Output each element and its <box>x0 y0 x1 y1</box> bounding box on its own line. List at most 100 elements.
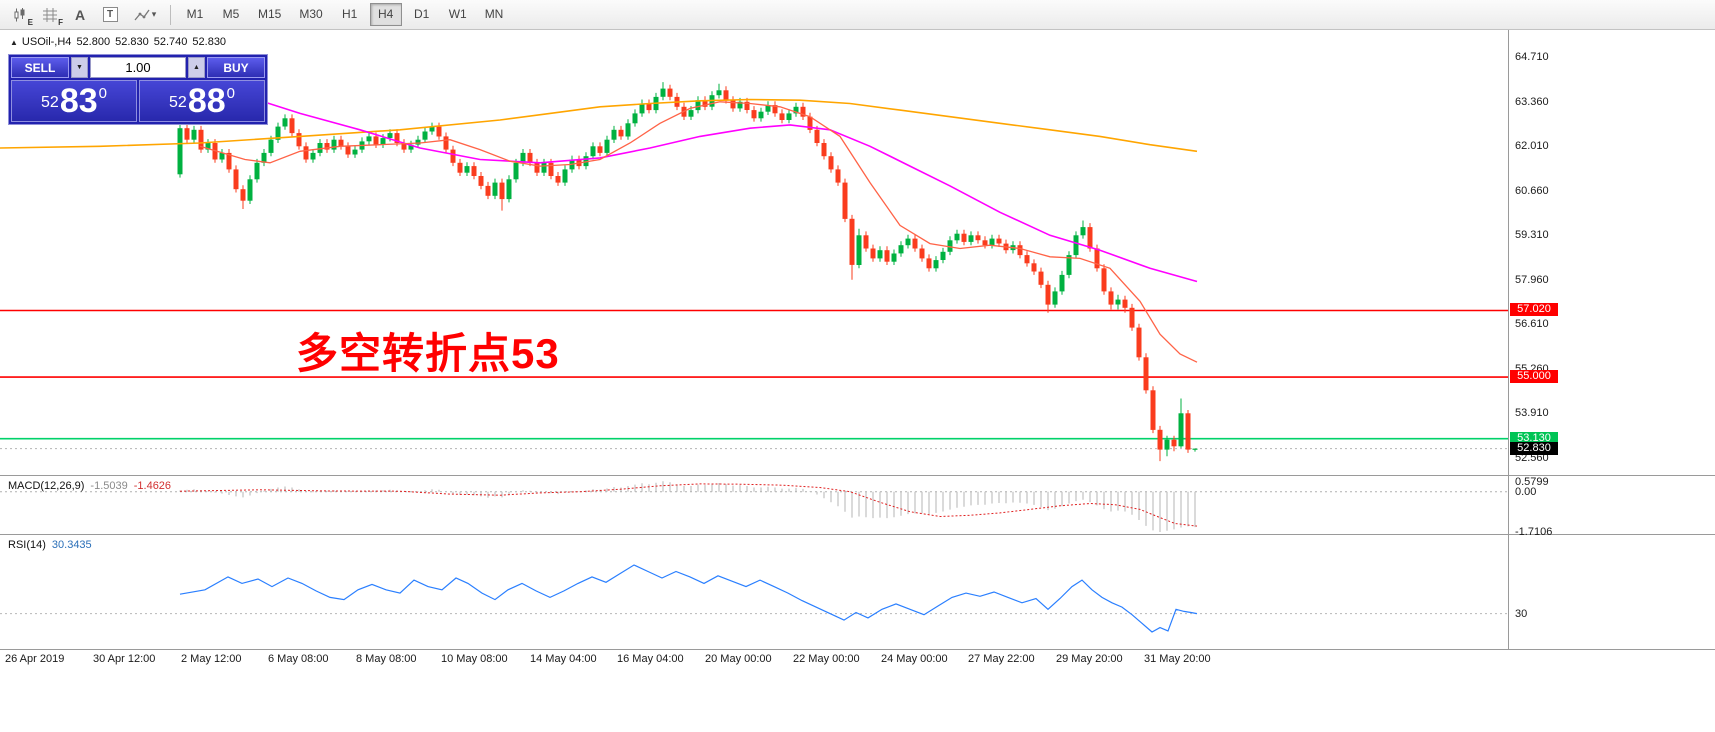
price-tick-label: 52.560 <box>1515 452 1549 464</box>
candle-body <box>786 113 792 120</box>
buy-price-main: 88 <box>187 82 226 120</box>
candle-body <box>646 103 652 111</box>
timeframe-button-D1[interactable]: D1 <box>414 7 430 21</box>
candle-body <box>254 162 260 180</box>
timeframe-button-M30[interactable]: M30 <box>299 7 323 21</box>
candle-body <box>772 105 778 114</box>
timeframe-button-MN[interactable]: MN <box>484 7 504 21</box>
candle-body <box>1038 271 1044 285</box>
draw-tools-icon[interactable]: ▾ <box>126 3 164 27</box>
candle-body <box>177 128 183 175</box>
time-label: 29 May 20:00 <box>1056 653 1123 665</box>
candle-body <box>562 169 568 183</box>
candle-body <box>555 176 561 183</box>
candle-body <box>422 131 428 140</box>
candle-body <box>821 143 827 157</box>
sell-button[interactable]: SELL <box>11 57 69 78</box>
ma-mid-magenta <box>242 94 1198 283</box>
one-click-trading-panel: SELL ▼ 1.00 ▲ BUY 52 83 0 52 88 0 <box>8 54 268 125</box>
candle-body <box>639 103 645 114</box>
candlestick-chart-icon[interactable]: E <box>6 3 34 27</box>
candles-glyph <box>14 7 25 21</box>
candle-body <box>891 253 897 262</box>
price-tick-label: 59.310 <box>1515 229 1549 241</box>
volume-input[interactable]: 1.00 <box>90 57 186 78</box>
candle-body <box>926 258 932 269</box>
volume-up-icon[interactable]: ▲ <box>188 57 205 78</box>
candle-body <box>625 123 631 137</box>
price-level-label: 55.000 <box>1510 370 1558 383</box>
macd-axis-label: -1.7106 <box>1515 526 1553 538</box>
candle-body <box>324 143 330 150</box>
timeframe-button-M15[interactable]: M15 <box>258 7 282 21</box>
buy-price-display[interactable]: 52 88 0 <box>139 80 265 122</box>
volume-dropdown-icon[interactable]: ▼ <box>71 57 88 78</box>
rsi-line <box>179 564 1198 633</box>
candle-body <box>863 235 869 249</box>
buy-button[interactable]: BUY <box>207 57 265 78</box>
grid-glyph <box>43 7 57 22</box>
candle-body <box>310 152 316 160</box>
time-label: 20 May 00:00 <box>705 653 772 665</box>
collapse-panel-icon[interactable]: ▲ <box>10 38 18 47</box>
candle-body <box>380 138 386 145</box>
candle-body <box>205 143 211 150</box>
candle-body <box>968 235 974 242</box>
candle-body <box>415 139 421 145</box>
candle-body <box>1192 448 1198 450</box>
ohlc-low: 52.740 <box>153 36 188 48</box>
chart-annotation-text: 多空转折点53 <box>296 330 560 377</box>
rsi-value: 30.3435 <box>51 539 92 551</box>
candle-body <box>583 156 589 167</box>
indicator-grid-icon[interactable]: F <box>36 3 64 27</box>
candle-body <box>506 179 512 200</box>
candle-body <box>1066 255 1072 275</box>
candle-body <box>352 149 358 155</box>
icon-sub-label: E <box>27 17 33 27</box>
candle-body <box>870 248 876 259</box>
text-box-icon[interactable]: T <box>96 3 124 27</box>
candle-body <box>1031 263 1037 272</box>
price-axis[interactable]: 64.710 63.360 62.010 60.660 59.310 57.960 56.6… <box>1509 30 1715 650</box>
candle-body <box>373 136 379 145</box>
price-tick-label: 53.910 <box>1515 407 1549 419</box>
trade-panel-controls: SELL ▼ 1.00 ▲ BUY <box>11 57 265 78</box>
timeframe-button-M5[interactable]: M5 <box>222 7 240 21</box>
candle-body <box>1171 439 1177 447</box>
timeframe-button-H4[interactable]: H4 <box>369 3 402 26</box>
candle-body <box>660 88 666 97</box>
toolbar-separator <box>170 4 171 25</box>
candle-body <box>513 162 519 180</box>
candle-body <box>1136 327 1142 358</box>
timeframe-button-W1[interactable]: W1 <box>448 7 467 21</box>
sell-price-main: 83 <box>59 82 98 120</box>
candle-body <box>618 129 624 137</box>
candle-body <box>191 129 197 140</box>
time-label: 8 May 08:00 <box>356 653 417 665</box>
time-axis[interactable]: 26 Apr 2019 30 Apr 12:00 2 May 12:00 6 May … <box>0 650 1715 670</box>
timeframe-button-M1[interactable]: M1 <box>186 7 204 21</box>
candle-body <box>1122 299 1128 308</box>
candle-body <box>961 233 967 242</box>
time-label: 31 May 20:00 <box>1144 653 1211 665</box>
sell-price-sup: 0 <box>98 85 107 102</box>
price-tick-label: 57.960 <box>1515 274 1549 286</box>
candle-body <box>527 152 533 163</box>
candle-body <box>429 126 435 132</box>
candle-body <box>401 143 407 150</box>
time-label: 10 May 08:00 <box>441 653 508 665</box>
price-tick-label: 62.010 <box>1515 140 1549 152</box>
price-tick-label: 56.610 <box>1515 318 1549 330</box>
candle-body <box>338 139 344 147</box>
sell-price-prefix: 52 <box>41 94 59 111</box>
candle-body <box>1017 245 1023 256</box>
rsi-name: RSI(14) <box>8 539 46 551</box>
candle-body <box>793 106 799 114</box>
candle-body <box>1087 227 1093 249</box>
sell-price-display[interactable]: 52 83 0 <box>11 80 137 122</box>
macd-indicator-label: MACD(12,26,9) -1.5039 -1.4626 <box>8 480 177 492</box>
candle-body <box>716 90 722 96</box>
text-annotation-icon[interactable]: A <box>74 6 86 23</box>
timeframe-button-H1[interactable]: H1 <box>342 7 358 21</box>
